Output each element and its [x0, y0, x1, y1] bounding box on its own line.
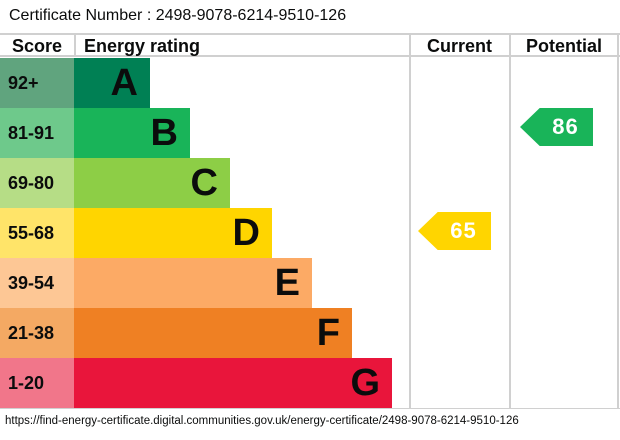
header-potential: Potential — [525, 36, 602, 56]
band-row-a: 92+ A — [0, 58, 410, 108]
rating-bar-b: B — [74, 108, 190, 158]
current-rating-arrow: 65 — [418, 212, 491, 250]
band-letter-c: C — [190, 162, 218, 204]
potential-rating-arrow: 86 — [520, 108, 593, 146]
band-letter-d: D — [232, 212, 260, 254]
current-column-divider — [409, 33, 411, 409]
score-range-f: 21-38 — [0, 308, 74, 358]
band-letter-f: F — [316, 312, 340, 354]
rating-bar-g: G — [74, 358, 392, 408]
score-range-d: 55-68 — [0, 208, 74, 258]
table-bottom-border — [0, 408, 620, 409]
score-range-c: 69-80 — [0, 158, 74, 208]
certificate-number-title: Certificate Number : 2498-9078-6214-9510… — [9, 7, 347, 24]
score-range-b: 81-91 — [0, 108, 74, 158]
band-rows: 92+ A 81-91 B 69-80 C 55-68 D 39-54 E 21… — [0, 58, 410, 408]
band-row-d: 55-68 D — [0, 208, 410, 258]
potential-rating-value: 86 — [552, 114, 579, 139]
rating-bar-f: F — [74, 308, 352, 358]
band-row-g: 1-20 G — [0, 358, 410, 408]
table-right-border — [617, 33, 619, 409]
score-range-g: 1-20 — [0, 358, 74, 408]
band-row-b: 81-91 B — [0, 108, 410, 158]
rating-bar-e: E — [74, 258, 312, 308]
band-row-f: 21-38 F — [0, 308, 410, 358]
score-range-e: 39-54 — [0, 258, 74, 308]
band-row-c: 69-80 C — [0, 158, 410, 208]
band-letter-g: G — [350, 362, 380, 404]
header-bottom-border — [0, 55, 620, 57]
band-letter-b: B — [150, 112, 178, 154]
score-column-divider — [74, 33, 76, 57]
rating-bar-c: C — [74, 158, 230, 208]
table-top-border — [0, 33, 620, 35]
header-current: Current — [426, 36, 492, 56]
header-score: Score — [11, 36, 63, 56]
certificate-url: https://find-energy-certificate.digital.… — [5, 415, 519, 427]
current-rating-value: 65 — [450, 218, 477, 243]
band-letter-e: E — [274, 262, 300, 304]
header-energy-rating: Energy rating — [84, 36, 201, 56]
band-letter-a: A — [110, 62, 138, 104]
rating-bar-a: A — [74, 58, 150, 108]
potential-column-divider — [509, 33, 511, 409]
score-range-a: 92+ — [0, 58, 74, 108]
band-row-e: 39-54 E — [0, 258, 410, 308]
rating-bar-d: D — [74, 208, 272, 258]
